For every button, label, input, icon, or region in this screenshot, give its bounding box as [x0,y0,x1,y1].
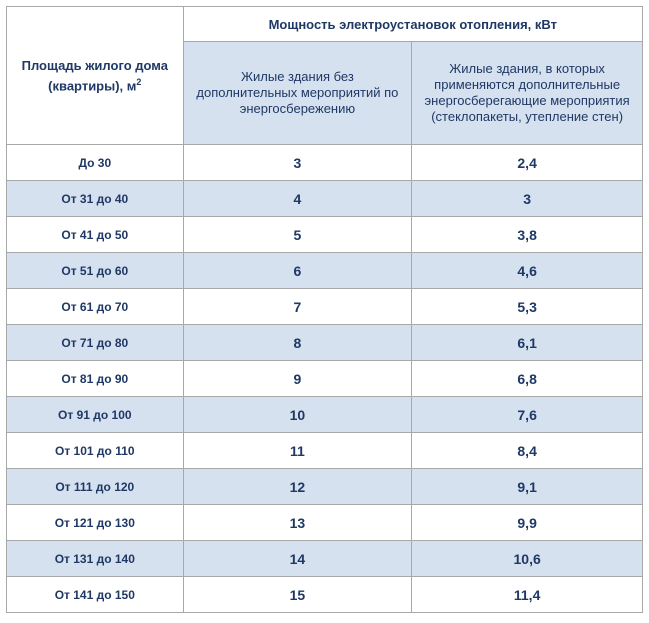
extra-power-cell: 3 [411,180,643,217]
area-cell: От 131 до 140 [6,540,184,577]
base-power-cell: 7 [182,288,413,325]
header-base-buildings: Жилые здания без дополнительных мероприя… [182,41,413,145]
header-area-unit: 2 [136,76,142,87]
area-cell: От 141 до 150 [6,576,184,613]
header-area-label: Площадь жилого дома (квартиры), м [21,57,168,94]
extra-power-cell: 9,9 [411,504,643,541]
table-row: От 111 до 120 12 9,1 [6,468,643,505]
base-power-cell: 11 [182,432,413,469]
extra-power-cell: 6,8 [411,360,643,397]
area-cell: От 61 до 70 [6,288,184,325]
extra-power-cell: 4,6 [411,252,643,289]
table-row: От 51 до 60 6 4,6 [6,252,643,289]
extra-power-cell: 11,4 [411,576,643,613]
table-row: До 30 3 2,4 [6,144,643,181]
base-power-cell: 10 [182,396,413,433]
table-row: От 71 до 80 8 6,1 [6,324,643,361]
header-power: Мощность электроустановок отопления, кВт [182,6,644,42]
table-row: От 91 до 100 10 7,6 [6,396,643,433]
extra-power-cell: 7,6 [411,396,643,433]
extra-power-cell: 2,4 [411,144,643,181]
base-power-cell: 4 [182,180,413,217]
extra-power-cell: 5,3 [411,288,643,325]
area-cell: От 101 до 110 [6,432,184,469]
area-cell: От 81 до 90 [6,360,184,397]
base-power-cell: 12 [182,468,413,505]
base-power-cell: 13 [182,504,413,541]
heating-power-table: Площадь жилого дома (квартиры), м2 Мощно… [6,6,644,613]
extra-power-cell: 3,8 [411,216,643,253]
area-cell: От 121 до 130 [6,504,184,541]
header-extra-buildings: Жилые здания, в которых применяются допо… [411,41,643,145]
table-row: От 121 до 130 13 9,9 [6,504,643,541]
area-cell: До 30 [6,144,184,181]
table-row: От 141 до 150 15 11,4 [6,576,643,613]
area-cell: От 111 до 120 [6,468,184,505]
table-row: От 131 до 140 14 10,6 [6,540,643,577]
base-power-cell: 14 [182,540,413,577]
base-power-cell: 6 [182,252,413,289]
table-row: От 81 до 90 9 6,8 [6,360,643,397]
base-power-cell: 9 [182,360,413,397]
header-area: Площадь жилого дома (квартиры), м2 [6,6,184,145]
area-cell: От 71 до 80 [6,324,184,361]
table-row: От 101 до 110 11 8,4 [6,432,643,469]
area-cell: От 31 до 40 [6,180,184,217]
area-cell: От 41 до 50 [6,216,184,253]
extra-power-cell: 9,1 [411,468,643,505]
table-row: От 61 до 70 7 5,3 [6,288,643,325]
extra-power-cell: 6,1 [411,324,643,361]
base-power-cell: 3 [182,144,413,181]
base-power-cell: 15 [182,576,413,613]
extra-power-cell: 8,4 [411,432,643,469]
base-power-cell: 5 [182,216,413,253]
base-power-cell: 8 [182,324,413,361]
table-row: От 41 до 50 5 3,8 [6,216,643,253]
extra-power-cell: 10,6 [411,540,643,577]
area-cell: От 91 до 100 [6,396,184,433]
area-cell: От 51 до 60 [6,252,184,289]
table-row: От 31 до 40 4 3 [6,180,643,217]
